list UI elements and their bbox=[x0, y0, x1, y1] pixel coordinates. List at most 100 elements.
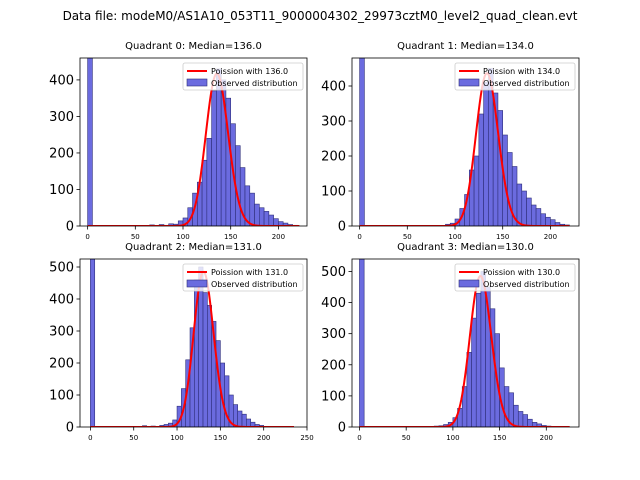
legend-label-poisson: Poission with 131.0 bbox=[211, 268, 288, 277]
legend-box bbox=[182, 62, 304, 91]
histogram-bar bbox=[90, 259, 96, 427]
poisson-curve bbox=[359, 275, 570, 427]
y-tick-label: 200 bbox=[49, 146, 74, 161]
histogram-bar bbox=[535, 208, 542, 226]
histogram-bar bbox=[249, 192, 255, 226]
x-tick-label: 200 bbox=[544, 233, 557, 241]
axes-frame bbox=[79, 258, 308, 428]
legend-label-poisson: Poission with 134.0 bbox=[483, 67, 560, 76]
histogram-bar bbox=[513, 404, 519, 427]
subplot-title: Quadrant 2: Median=131.0 bbox=[125, 242, 262, 253]
histogram-bar bbox=[201, 159, 208, 226]
y-tick-label: 500 bbox=[321, 265, 346, 280]
y-tick-label: 400 bbox=[321, 80, 346, 95]
y-tick-label: 100 bbox=[49, 389, 74, 404]
x-tick-label: 50 bbox=[402, 434, 411, 442]
histogram-bar bbox=[241, 413, 247, 427]
histogram-bar bbox=[522, 414, 528, 427]
subplot-quadrant-3: Quadrant 3: Median=130.0 0 100 200 300 400 500… bbox=[321, 242, 580, 442]
legend-box bbox=[454, 263, 576, 292]
x-tick-label: 150 bbox=[214, 434, 227, 442]
x-tick-label: 100 bbox=[446, 434, 459, 442]
histogram-bar bbox=[517, 411, 524, 427]
x-tick-label: 150 bbox=[496, 233, 509, 241]
histogram-bar bbox=[531, 204, 537, 226]
x-tick-label: 50 bbox=[131, 233, 140, 241]
y-tick-label: 200 bbox=[321, 150, 346, 165]
x-tick-label: 150 bbox=[493, 434, 506, 442]
histogram-bar bbox=[259, 207, 265, 226]
x-tick-label: 50 bbox=[403, 233, 412, 241]
axes-frame bbox=[351, 57, 580, 227]
y-tick-label: 200 bbox=[49, 357, 74, 372]
poisson-curve bbox=[90, 270, 295, 427]
legend: Poission with 130.0 Observed distribution bbox=[454, 263, 576, 292]
histogram-bar bbox=[211, 90, 217, 226]
histogram-bar bbox=[516, 183, 523, 226]
x-tick-label: 250 bbox=[300, 434, 313, 442]
histogram-bar bbox=[202, 292, 208, 427]
histogram-bar bbox=[268, 214, 274, 226]
histogram-bar bbox=[526, 197, 532, 226]
legend-bar-swatch bbox=[186, 279, 208, 288]
legend-box bbox=[182, 263, 304, 292]
y-tick-label: 400 bbox=[321, 296, 346, 311]
histogram-bar bbox=[478, 113, 484, 226]
histogram-bar bbox=[237, 410, 243, 427]
figure-suptitle: Data file: modeM0/AS1A10_053T11_90000043… bbox=[63, 9, 578, 23]
y-tick-label: 400 bbox=[49, 73, 74, 88]
histogram-bar bbox=[206, 138, 212, 226]
y-tick-label: 300 bbox=[49, 110, 74, 125]
subplot-title: Quadrant 1: Median=134.0 bbox=[397, 41, 534, 52]
x-tick-label: 0 bbox=[85, 233, 89, 241]
histogram-bar bbox=[359, 259, 365, 427]
y-tick-label: 100 bbox=[49, 183, 74, 198]
legend-label-poisson: Poission with 136.0 bbox=[211, 67, 288, 76]
legend: Poission with 136.0 Observed distribution bbox=[182, 62, 304, 91]
histogram-bar bbox=[263, 211, 270, 226]
plot-area bbox=[359, 58, 570, 226]
y-tick-label: 0 bbox=[338, 220, 346, 235]
histogram-bar bbox=[473, 155, 480, 226]
legend-bar-swatch bbox=[458, 279, 480, 288]
histogram-bar bbox=[233, 404, 238, 427]
x-tick-label: 200 bbox=[540, 434, 553, 442]
histogram-bar bbox=[483, 82, 489, 226]
legend-label-observed: Observed distribution bbox=[483, 280, 570, 289]
x-tick-label: 150 bbox=[224, 233, 237, 241]
legend-bar-swatch bbox=[186, 78, 208, 87]
histogram-bar bbox=[273, 218, 279, 226]
legend: Poission with 134.0 Observed distribution bbox=[454, 62, 576, 91]
histogram-bar bbox=[521, 190, 527, 226]
y-tick-label: 100 bbox=[321, 389, 346, 404]
histogram-bar bbox=[246, 418, 251, 427]
x-tick-label: 100 bbox=[176, 233, 189, 241]
subplot-quadrant-2: Quadrant 2: Median=131.00100200300400500… bbox=[49, 242, 314, 442]
y-tick-label: 200 bbox=[321, 358, 346, 373]
subplot-title: Quadrant 3: Median=130.0 bbox=[397, 242, 534, 253]
y-tick-label: 300 bbox=[49, 325, 74, 340]
legend-box bbox=[454, 62, 576, 91]
x-tick-label: 50 bbox=[129, 434, 138, 442]
x-tick-label: 100 bbox=[170, 434, 183, 442]
legend-label-observed: Observed distribution bbox=[483, 79, 570, 88]
x-tick-label: 0 bbox=[357, 233, 361, 241]
axes-frame bbox=[79, 57, 308, 227]
legend-bar-swatch bbox=[458, 78, 480, 87]
x-tick-label: 200 bbox=[272, 233, 285, 241]
subplot-grid: Quadrant 0: Median=136.0 0 100 200 300 400 0 50… bbox=[49, 41, 580, 442]
y-tick-label: 100 bbox=[321, 185, 346, 200]
plot-area bbox=[90, 259, 295, 427]
histogram-bar bbox=[545, 216, 551, 226]
y-tick-label: 0 bbox=[338, 421, 346, 436]
subplot-title: Quadrant 0: Median=136.0 bbox=[125, 41, 262, 52]
histogram-bar bbox=[216, 68, 222, 226]
y-tick-label: 300 bbox=[321, 115, 346, 130]
y-tick-label: 500 bbox=[49, 261, 74, 276]
axes-frame bbox=[351, 258, 580, 428]
x-tick-label: 0 bbox=[88, 434, 92, 442]
histogram-bar bbox=[540, 213, 546, 226]
y-tick-label: 300 bbox=[321, 327, 346, 342]
legend-label-poisson: Poission with 130.0 bbox=[483, 268, 560, 277]
